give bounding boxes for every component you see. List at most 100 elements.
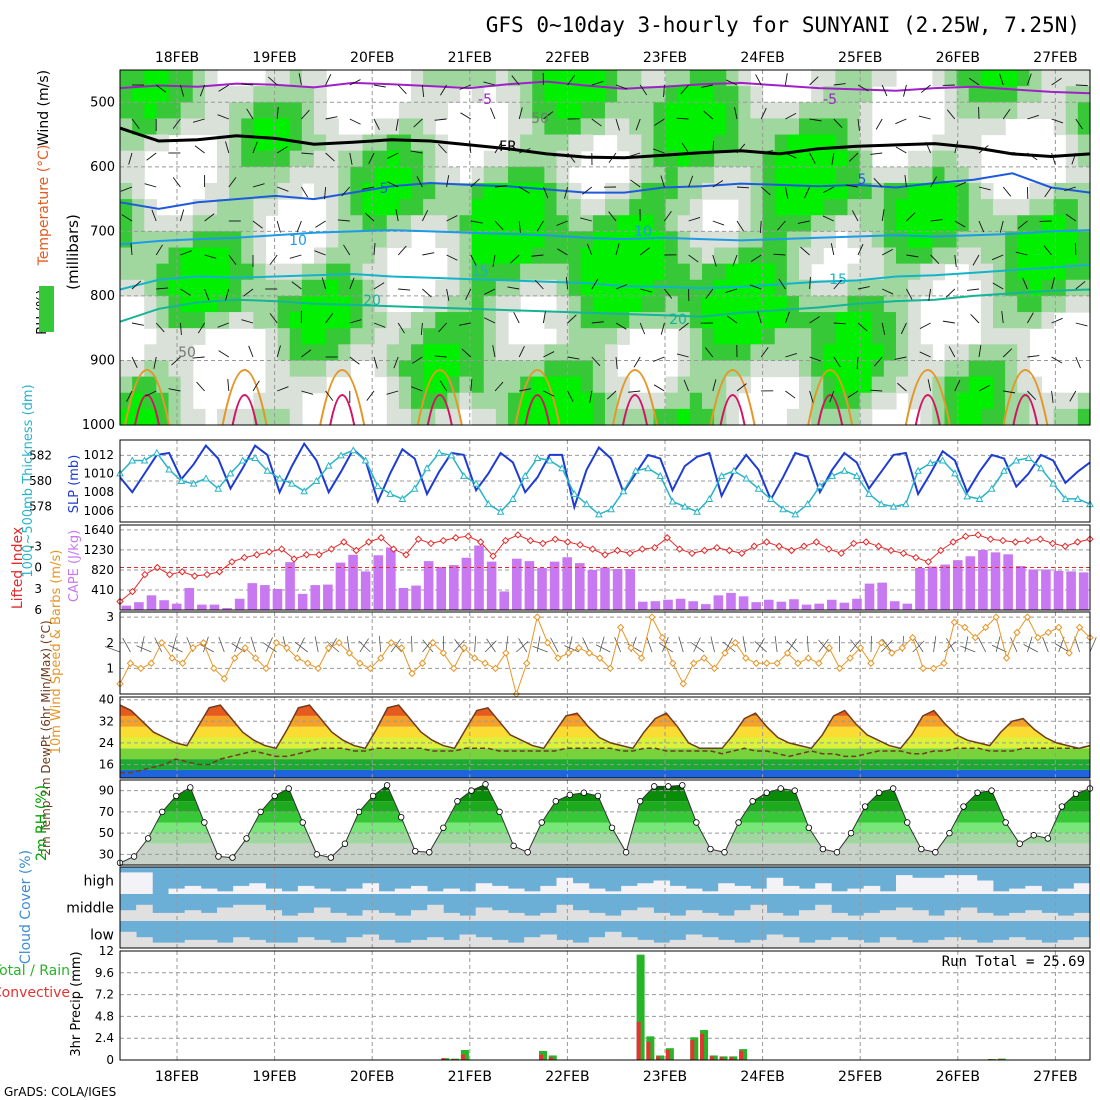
rh-cell [495, 215, 509, 232]
rh-cell [1017, 408, 1030, 426]
rh-cell [605, 279, 618, 297]
rh-cell [920, 215, 933, 232]
rh-cell [980, 70, 994, 87]
rh-cell [180, 328, 194, 345]
rh-marker [875, 789, 883, 796]
wind-barb [494, 381, 504, 392]
wind-barb [393, 356, 399, 369]
rh-cell [447, 328, 461, 345]
wind10m-marker [825, 644, 833, 652]
wind10m-marker [220, 674, 229, 683]
rh-cell [689, 199, 703, 216]
rh-cell [495, 70, 509, 87]
rh-cell [580, 295, 594, 313]
isotherm-10 [119, 229, 1091, 246]
rh-cell [204, 70, 218, 87]
rh-cell [180, 392, 194, 410]
rh-cell [229, 263, 242, 281]
cloud-low-cell [265, 942, 283, 948]
rh-cell [968, 344, 982, 362]
rh-cell [1005, 247, 1018, 265]
rh-cell [144, 295, 157, 313]
rh-marker [369, 792, 377, 800]
wind-barb [785, 152, 797, 159]
li-marker [862, 538, 870, 546]
rh-cell [568, 295, 582, 313]
wind10m-barb [582, 637, 590, 653]
rh-cell [144, 376, 157, 394]
wind-barb [700, 84, 713, 88]
rh-marker [215, 853, 222, 860]
li-marker [986, 535, 995, 543]
rh-cell [326, 199, 339, 216]
rh-cell [592, 392, 606, 410]
wind-barb [483, 81, 496, 86]
rh-cell [1065, 263, 1079, 281]
rh-cell [350, 247, 364, 265]
wind-barb [373, 356, 378, 369]
wind-barb [857, 322, 868, 332]
rh-cell [944, 215, 958, 232]
wind-barb [809, 356, 822, 362]
rh-cell [459, 392, 473, 410]
rh-cell [435, 166, 448, 184]
wind10m-marker [564, 649, 573, 657]
cloud-low-cell [766, 934, 784, 948]
wind-barb [678, 322, 689, 331]
rh-cell [471, 247, 485, 265]
wind-barb [349, 277, 355, 290]
rh-cell [447, 231, 461, 249]
precip-conv-bar [636, 1021, 641, 1060]
wind-barb [557, 248, 568, 256]
wind-barb [446, 215, 458, 222]
rh-cell [980, 118, 994, 136]
rh-cell [750, 360, 764, 378]
cape-bar [373, 555, 384, 610]
rh-cell [1029, 199, 1043, 216]
rh-cell [326, 166, 339, 184]
rh-cell [447, 263, 461, 281]
wind-barb [534, 279, 544, 290]
cape-bar [713, 595, 724, 610]
rh-cell [908, 166, 921, 184]
thickness-marker [349, 446, 358, 454]
thickness-marker [840, 466, 849, 474]
rh-cell [192, 70, 206, 87]
rh-cell [956, 408, 970, 426]
rh-cell [447, 182, 461, 200]
rh-cell [847, 392, 861, 410]
rh-cell [956, 118, 970, 136]
rh-cell [532, 376, 545, 394]
thickness-marker [386, 489, 394, 497]
rh-cell [847, 344, 861, 362]
rh-cell [617, 328, 630, 345]
cape-bar [486, 561, 497, 610]
rh-cell [483, 199, 497, 216]
precip-tick-label: 7.2 [95, 988, 114, 1002]
li-marker [688, 549, 696, 558]
rh-cell [241, 134, 254, 152]
wind-barb [757, 311, 762, 324]
rh-cell [532, 215, 545, 232]
wind-barb [829, 390, 835, 403]
cloud-high-cell [1057, 888, 1075, 894]
rh-cell [132, 150, 145, 168]
rh-cell [968, 247, 982, 265]
cape-bar [1003, 554, 1013, 610]
wind-barb [870, 152, 883, 155]
rh-marker [327, 854, 335, 861]
rh-cell [811, 86, 824, 103]
cloud-low-cell [976, 942, 994, 948]
rh-cell [1041, 70, 1055, 87]
wind-barb [712, 140, 715, 154]
rh-cell [835, 166, 849, 184]
rh-cell [799, 182, 812, 200]
rh-cell [629, 102, 642, 120]
rh-cell [532, 166, 545, 184]
wind-barb [199, 84, 206, 97]
rh-cell [411, 312, 424, 329]
rh-cell [702, 150, 715, 168]
cloud-high-cell [184, 885, 202, 894]
wind-barb [155, 322, 165, 333]
